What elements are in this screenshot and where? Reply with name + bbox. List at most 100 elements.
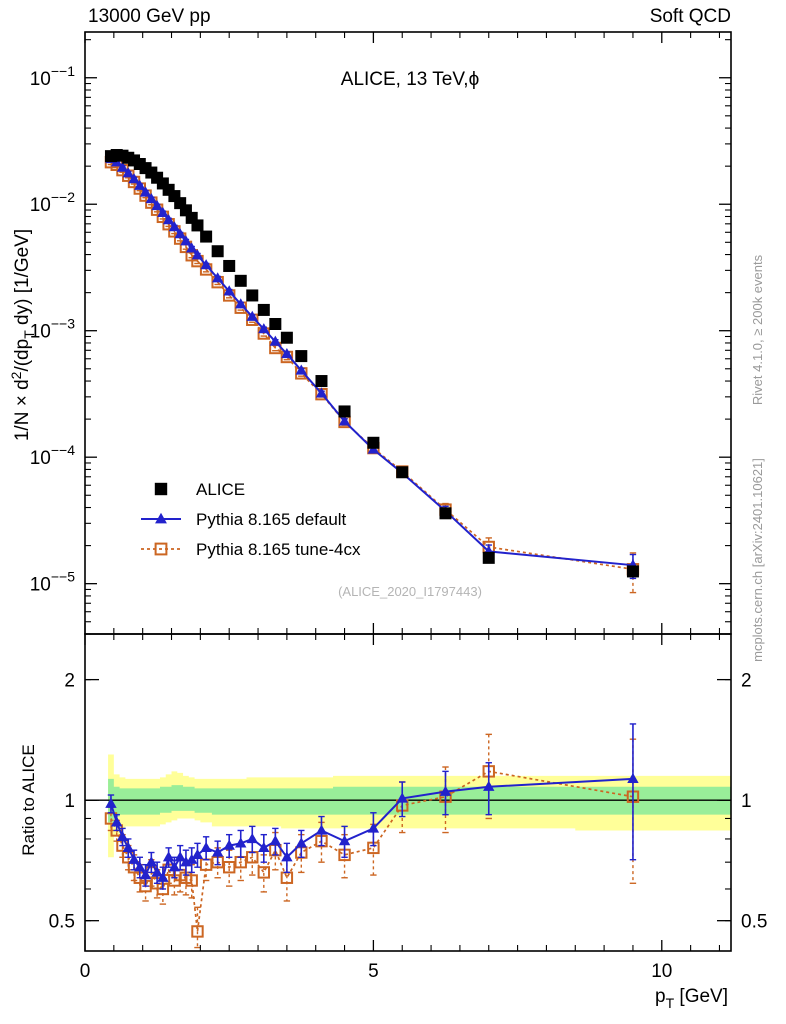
data-point-marker (627, 772, 639, 784)
y-axis-label: 1/N × d2/(dpT dy) [1/GeV] (8, 229, 37, 441)
plot-title: ALICE, 13 TeV,ϕ (341, 69, 479, 90)
ratio-y-tick-label: 1 (64, 791, 75, 812)
x-tick-label: 0 (80, 961, 91, 982)
data-point-marker (151, 199, 163, 211)
legend-item[interactable]: ALICE (154, 480, 245, 499)
data-point-marker (157, 206, 169, 217)
data-point-marker (315, 375, 328, 388)
y-tick-label: 10−−4 (30, 442, 75, 469)
data-point-marker (269, 317, 282, 330)
data-point-marker (180, 235, 192, 246)
data-point-marker (246, 289, 259, 302)
data-point-marker (200, 230, 213, 243)
data-point-marker (145, 856, 158, 867)
data-point-marker (396, 466, 409, 479)
data-point-marker (139, 186, 152, 197)
legend-label: ALICE (196, 480, 245, 499)
side-text-mcplots: mcplots.cern.ch [arXiv:2401.10621] (750, 458, 765, 662)
data-point-marker (246, 832, 258, 844)
data-point-marker (439, 507, 452, 520)
data-point-marker (246, 310, 258, 321)
data-point-marker (315, 824, 328, 835)
ratio-y-tick-label: 2 (64, 671, 75, 692)
data-point-marker (185, 242, 198, 253)
ratio-y-tick-label: 0.5 (49, 912, 75, 933)
data-point-marker (191, 925, 204, 938)
main-panel: 10−−110−−210−−310−−410−−51/N × d2/(dpT d… (8, 31, 732, 635)
data-point-marker (223, 839, 235, 850)
data-point-marker (185, 874, 198, 887)
y-tick-label: 10−−5 (30, 569, 75, 596)
main-plot-frame (84, 31, 732, 635)
data-point-marker (174, 228, 186, 239)
data-point-marker (439, 785, 452, 796)
data-point-marker (280, 331, 293, 344)
x-tick-label: 5 (368, 961, 379, 982)
data-point-marker (234, 274, 247, 287)
series-pythia-8-165-tune-4cx (104, 733, 640, 949)
data-point-marker (281, 347, 293, 359)
data-point-marker (128, 173, 140, 184)
ratio-plot-frame (84, 633, 732, 952)
data-point-marker (162, 214, 175, 225)
data-point-marker (162, 851, 175, 862)
data-point-marker (315, 387, 328, 398)
data-point-marker (116, 161, 129, 172)
legend: ALICE Pythia 8.165 default Pythia 8.165 tu… (141, 480, 361, 559)
ratio-y-tick-label-right: 1 (741, 791, 752, 812)
ratio-y-tick-label-right: 2 (741, 671, 752, 692)
data-point-marker (200, 259, 212, 270)
data-point-marker (122, 167, 134, 178)
data-point-marker (257, 866, 271, 879)
x-tick-label: 10 (651, 961, 672, 982)
header-left: 13000 GeV pp (88, 6, 211, 27)
data-point-marker (222, 861, 236, 874)
data-point-marker (257, 303, 270, 316)
data-point-marker (235, 298, 247, 309)
legend-label: Pythia 8.165 default (196, 510, 347, 529)
data-point-marker (269, 835, 282, 846)
legend-item[interactable]: Pythia 8.165 tune-4cx (141, 540, 361, 559)
data-point-marker (483, 780, 495, 791)
legend-marker (155, 512, 167, 524)
data-point-marker (338, 835, 351, 846)
data-point-marker (281, 851, 293, 862)
data-point-marker (151, 866, 163, 877)
data-point-marker (396, 792, 408, 803)
data-point-marker (482, 551, 495, 564)
header-right: Soft QCD (650, 6, 731, 27)
series-pythia-8-165-default (105, 723, 639, 890)
data-point-marker (122, 841, 134, 853)
data-point-marker (295, 364, 308, 375)
series-pythia-8-165-default (105, 152, 639, 580)
data-point-marker (258, 323, 270, 334)
data-point-marker (168, 221, 181, 232)
data-point-marker (116, 830, 129, 841)
data-point-marker (157, 871, 169, 882)
watermark-label: (ALICE_2020_I1797443) (338, 584, 482, 599)
data-point-marker (626, 565, 639, 578)
legend-marker (154, 482, 168, 496)
legend-item[interactable]: Pythia 8.165 default (141, 510, 347, 529)
data-point-marker (211, 245, 224, 258)
x-axis-label: pT [GeV] (655, 986, 728, 1011)
data-point-marker (111, 816, 123, 827)
data-point-marker (338, 405, 351, 418)
data-point-marker (134, 861, 146, 872)
data-point-marker (191, 848, 204, 860)
data-point-marker (269, 335, 282, 346)
legend-marker (154, 542, 168, 556)
data-point-marker (185, 853, 198, 864)
data-point-marker (211, 272, 224, 283)
data-point-marker (235, 837, 247, 848)
data-point-marker (168, 861, 181, 872)
data-point-marker (128, 853, 140, 864)
data-point-marker (223, 259, 236, 272)
data-point-marker (258, 841, 270, 853)
data-point-marker (191, 249, 204, 260)
data-point-marker (105, 797, 117, 808)
series-alice (104, 149, 639, 578)
data-point-marker (223, 285, 235, 296)
